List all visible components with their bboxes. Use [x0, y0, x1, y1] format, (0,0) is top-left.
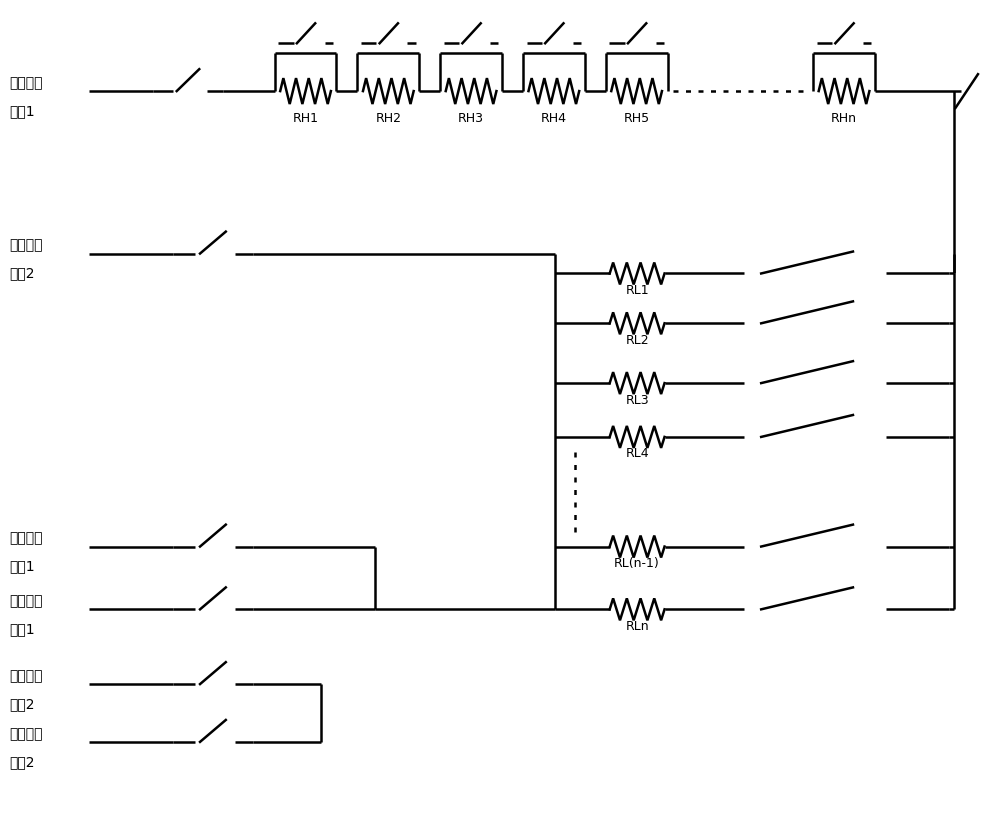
Text: RL(n-1): RL(n-1) [614, 557, 660, 570]
Text: RH1: RH1 [293, 112, 319, 125]
Text: RHn: RHn [831, 112, 857, 125]
Text: RLn: RLn [625, 620, 649, 633]
Text: RL1: RL1 [625, 284, 649, 297]
Text: 端口1: 端口1 [9, 622, 35, 636]
Text: 低阻输出: 低阻输出 [9, 669, 43, 683]
Text: 低阻采样: 低阻采样 [9, 594, 43, 608]
Text: 低阻输出: 低阻输出 [9, 531, 43, 545]
Text: RL3: RL3 [625, 394, 649, 407]
Text: 低阻采样: 低阻采样 [9, 727, 43, 741]
Text: 端口1: 端口1 [9, 559, 35, 573]
Text: 端口2: 端口2 [9, 755, 35, 769]
Text: 端口2: 端口2 [9, 697, 35, 711]
Text: 高阻输出: 高阻输出 [9, 76, 43, 90]
Text: RH5: RH5 [624, 112, 650, 125]
Text: 端口2: 端口2 [9, 266, 35, 281]
Text: 端口1: 端口1 [9, 104, 35, 118]
Text: RL2: RL2 [625, 334, 649, 346]
Text: 高阻输出: 高阻输出 [9, 238, 43, 252]
Text: RH3: RH3 [458, 112, 484, 125]
Text: RL4: RL4 [625, 447, 649, 460]
Text: RH4: RH4 [541, 112, 567, 125]
Text: RH2: RH2 [375, 112, 401, 125]
